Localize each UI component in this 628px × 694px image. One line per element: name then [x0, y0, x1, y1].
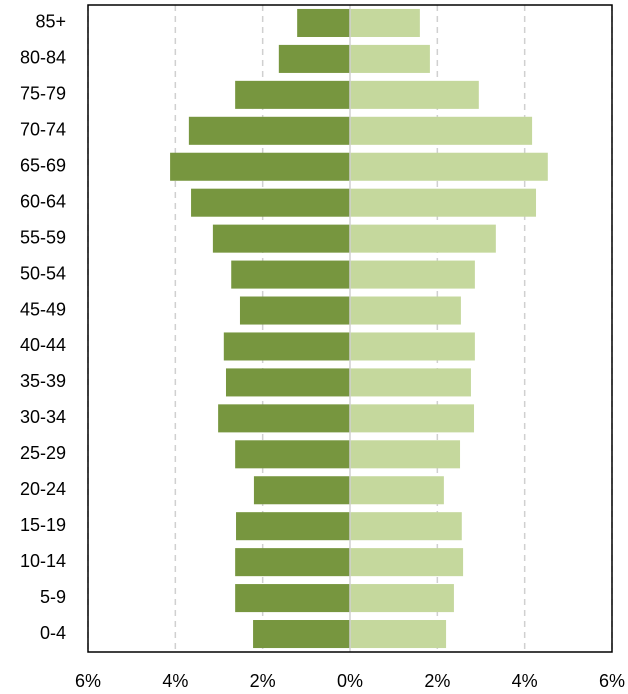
x-tick-label: 6% [75, 671, 101, 691]
bar [350, 80, 479, 109]
bar [350, 260, 475, 289]
bar [253, 476, 350, 505]
bar [212, 224, 350, 253]
y-tick-label: 65-69 [20, 156, 66, 176]
bar [350, 296, 461, 325]
bar [350, 548, 464, 577]
bar [225, 368, 350, 397]
y-tick-label: 35-39 [20, 371, 66, 391]
bar [350, 152, 548, 181]
bar [188, 116, 350, 145]
bar [350, 512, 462, 541]
bar [350, 440, 461, 469]
y-tick-label: 60-64 [20, 191, 66, 211]
y-tick-label: 55-59 [20, 227, 66, 247]
bar [253, 620, 350, 649]
x-tick-label: 2% [424, 671, 450, 691]
bar [350, 44, 430, 73]
y-tick-label: 20-24 [20, 479, 66, 499]
bar [170, 152, 350, 181]
y-tick-label: 10-14 [20, 551, 66, 571]
bar [235, 548, 350, 577]
y-tick-label: 45-49 [20, 299, 66, 319]
bar [239, 296, 350, 325]
bar [235, 440, 350, 469]
y-tick-label: 50-54 [20, 263, 66, 283]
x-tick-label: 0% [337, 671, 363, 691]
y-tick-label: 70-74 [20, 120, 66, 140]
x-tick-label: 4% [162, 671, 188, 691]
bar [350, 332, 475, 361]
bar [191, 188, 350, 217]
bar [218, 404, 350, 433]
y-tick-label: 85+ [35, 12, 66, 32]
bar [350, 404, 475, 433]
y-tick-label: 30-34 [20, 407, 66, 427]
bar [223, 332, 350, 361]
bar [350, 188, 537, 217]
y-tick-label: 0-4 [40, 623, 66, 643]
y-tick-label: 40-44 [20, 335, 66, 355]
x-tick-label: 2% [250, 671, 276, 691]
plot-border [87, 4, 613, 653]
bar [297, 8, 350, 37]
bar [235, 80, 350, 109]
bar [350, 224, 496, 253]
bar [236, 512, 350, 541]
bar [350, 476, 444, 505]
y-tick-label: 80-84 [20, 48, 66, 68]
bar [235, 584, 350, 613]
bar [350, 116, 533, 145]
y-tick-label: 15-19 [20, 515, 66, 535]
y-tick-label: 5-9 [40, 587, 66, 607]
y-tick-label: 25-29 [20, 443, 66, 463]
y-tick-label: 75-79 [20, 84, 66, 104]
bar [350, 620, 447, 649]
bar [350, 584, 454, 613]
bar [350, 8, 420, 37]
bar [231, 260, 350, 289]
bar [278, 44, 350, 73]
bar [350, 368, 471, 397]
x-tick-label: 4% [512, 671, 538, 691]
x-tick-label: 6% [599, 671, 625, 691]
